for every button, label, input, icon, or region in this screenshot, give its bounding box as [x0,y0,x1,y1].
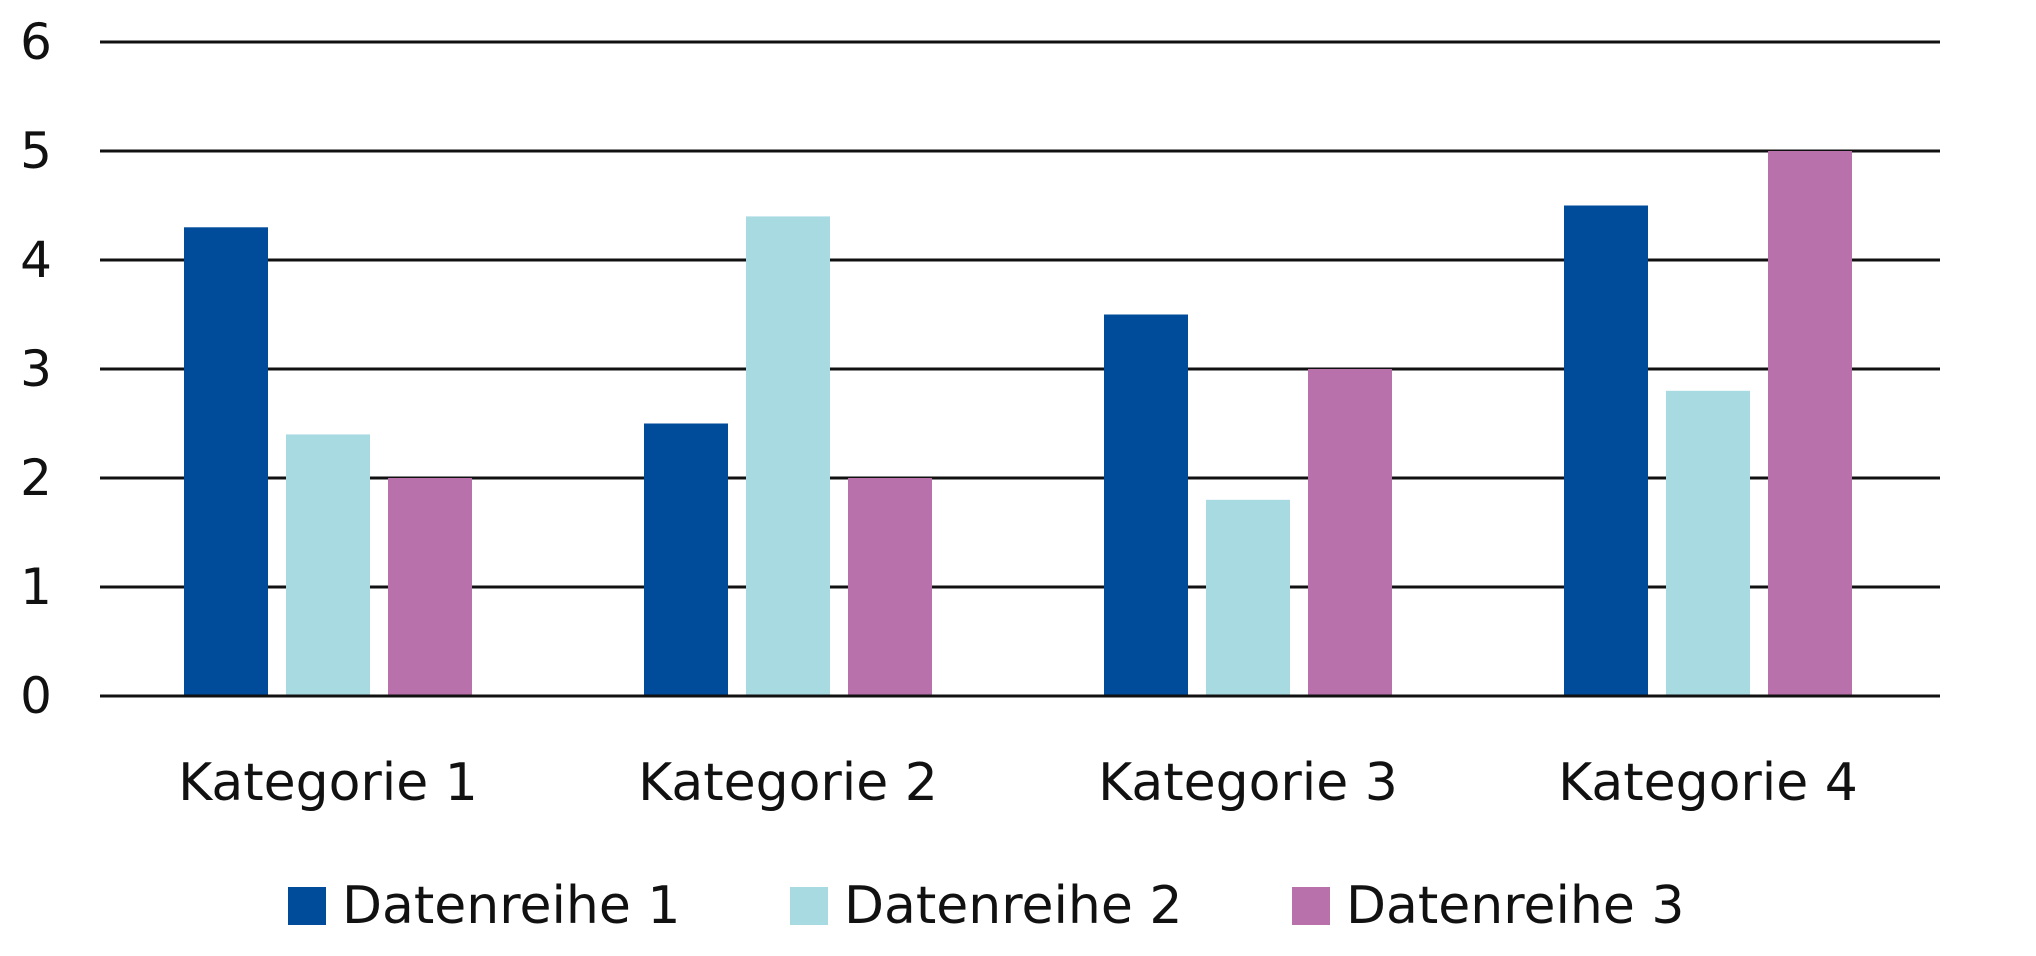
bar-series2-category3 [1206,499,1290,696]
bar-series3-category4 [1768,151,1852,696]
x-category-label: Kategorie 3 [1098,753,1398,813]
legend-item-2: Datenreihe 2 [790,876,1182,936]
legend-swatch [790,887,828,925]
bar-series2-category1 [286,434,370,696]
bars [100,151,1940,698]
legend-item-3: Datenreihe 3 [1292,876,1684,936]
y-tick-label: 0 [20,667,52,725]
bar-series1-category3 [1104,314,1188,696]
bar-series3-category2 [848,478,932,696]
bar-series3-category1 [388,478,472,696]
legend-swatch [1292,887,1330,925]
legend: Datenreihe 1 Datenreihe 2 Datenreihe 3 [288,876,1684,936]
x-category-label: Kategorie 1 [178,753,478,813]
x-category-label: Kategorie 2 [638,753,938,813]
grid-lines [100,40,1940,698]
y-axis-tick-labels: 0 1 2 3 4 5 6 [20,13,52,725]
legend-label: Datenreihe 3 [1346,876,1684,936]
legend-label: Datenreihe 2 [844,876,1182,936]
y-tick-label: 5 [20,122,52,180]
y-tick-label: 6 [20,13,52,71]
y-tick-label: 4 [20,231,52,289]
y-tick-label: 2 [20,449,52,507]
legend-item-1: Datenreihe 1 [288,876,680,936]
x-axis-category-labels: Kategorie 1 Kategorie 2 Kategorie 3 Kategor… [178,753,1858,813]
bar-series1-category1 [184,227,268,697]
legend-label: Datenreihe 1 [342,876,680,936]
x-category-label: Kategorie 4 [1558,753,1858,813]
bar-series1-category2 [644,423,728,696]
bar-series2-category4 [1666,390,1750,696]
y-tick-label: 3 [20,340,52,398]
bar-series3-category3 [1308,369,1392,696]
bar-series2-category2 [746,216,830,696]
bar-series1-category4 [1564,205,1648,696]
y-tick-label: 1 [20,558,52,616]
legend-swatch [288,887,326,925]
